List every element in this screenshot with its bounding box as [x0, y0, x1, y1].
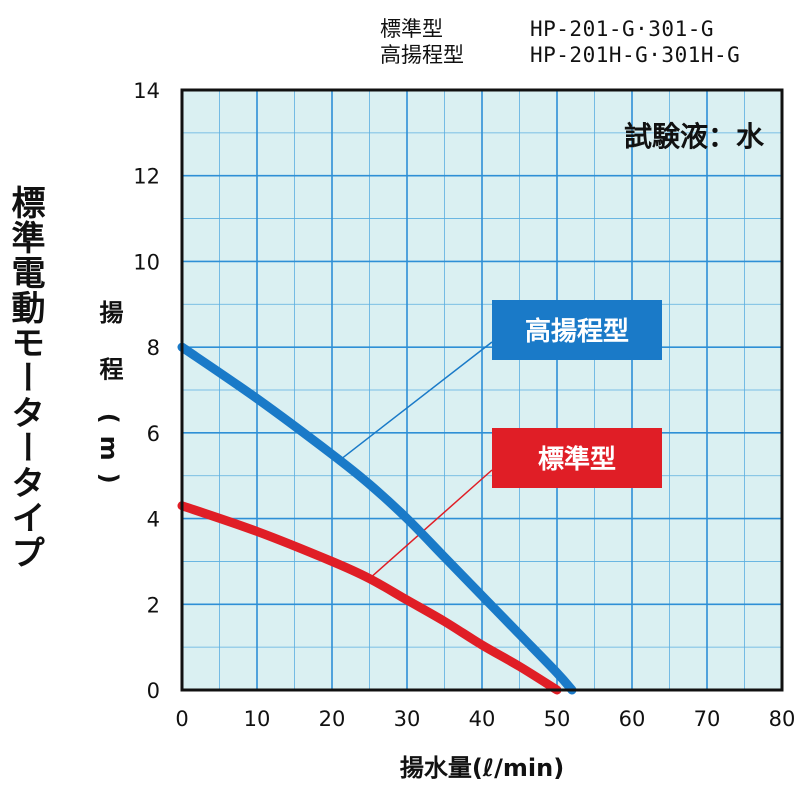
model-codes: HP-201-G·301-G	[530, 17, 715, 41]
y-tick-label: 10	[133, 250, 160, 274]
x-tick-label: 40	[469, 707, 496, 731]
x-tick-label: 10	[244, 707, 271, 731]
legend-label-0: 高揚程型	[525, 316, 629, 347]
y-tick-label: 14	[133, 79, 160, 103]
legend-label-1: 標準型	[538, 444, 616, 475]
y-tick-label: 0	[147, 679, 160, 703]
model-type: 標準型	[380, 17, 443, 41]
fluid-note: 試験液：水	[624, 120, 765, 153]
plot-border	[180, 88, 784, 692]
y-tick-label: 4	[147, 508, 160, 532]
side-title: 標準電動モータータイプ	[5, 185, 45, 570]
y-tick-label: 12	[133, 165, 160, 189]
x-tick-label: 30	[394, 707, 421, 731]
x-tick-label: 50	[544, 707, 571, 731]
series-line-1	[177, 501, 562, 695]
callout-line-0	[339, 341, 493, 461]
x-tick-label: 60	[619, 707, 646, 731]
legend-box-1	[492, 428, 662, 488]
x-tick-label: 70	[694, 707, 721, 731]
model-list: 標準型 HP-201-G·301-G 高揚程型 HP-201H-G·301H-G	[380, 16, 790, 68]
model-row-standard: 標準型 HP-201-G·301-G	[380, 16, 790, 42]
x-axis-label: 揚水量(ℓ/min)	[400, 754, 564, 782]
x-tick-label: 0	[175, 707, 188, 731]
y-tick-label: 2	[147, 593, 160, 617]
series-line-0	[177, 342, 577, 695]
y-axis-label: 揚 程 (m)	[95, 300, 123, 496]
y-tick-label: 8	[147, 336, 160, 360]
x-tick-label: 20	[319, 707, 346, 731]
x-tick-label: 80	[769, 707, 796, 731]
model-type: 高揚程型	[380, 43, 464, 67]
model-codes: HP-201H-G·301H-G	[530, 43, 741, 67]
model-row-high-head: 高揚程型 HP-201H-G·301H-G	[380, 42, 790, 68]
callout-line-1	[369, 469, 493, 580]
legend-box-0	[492, 300, 662, 360]
y-tick-label: 6	[147, 422, 160, 446]
